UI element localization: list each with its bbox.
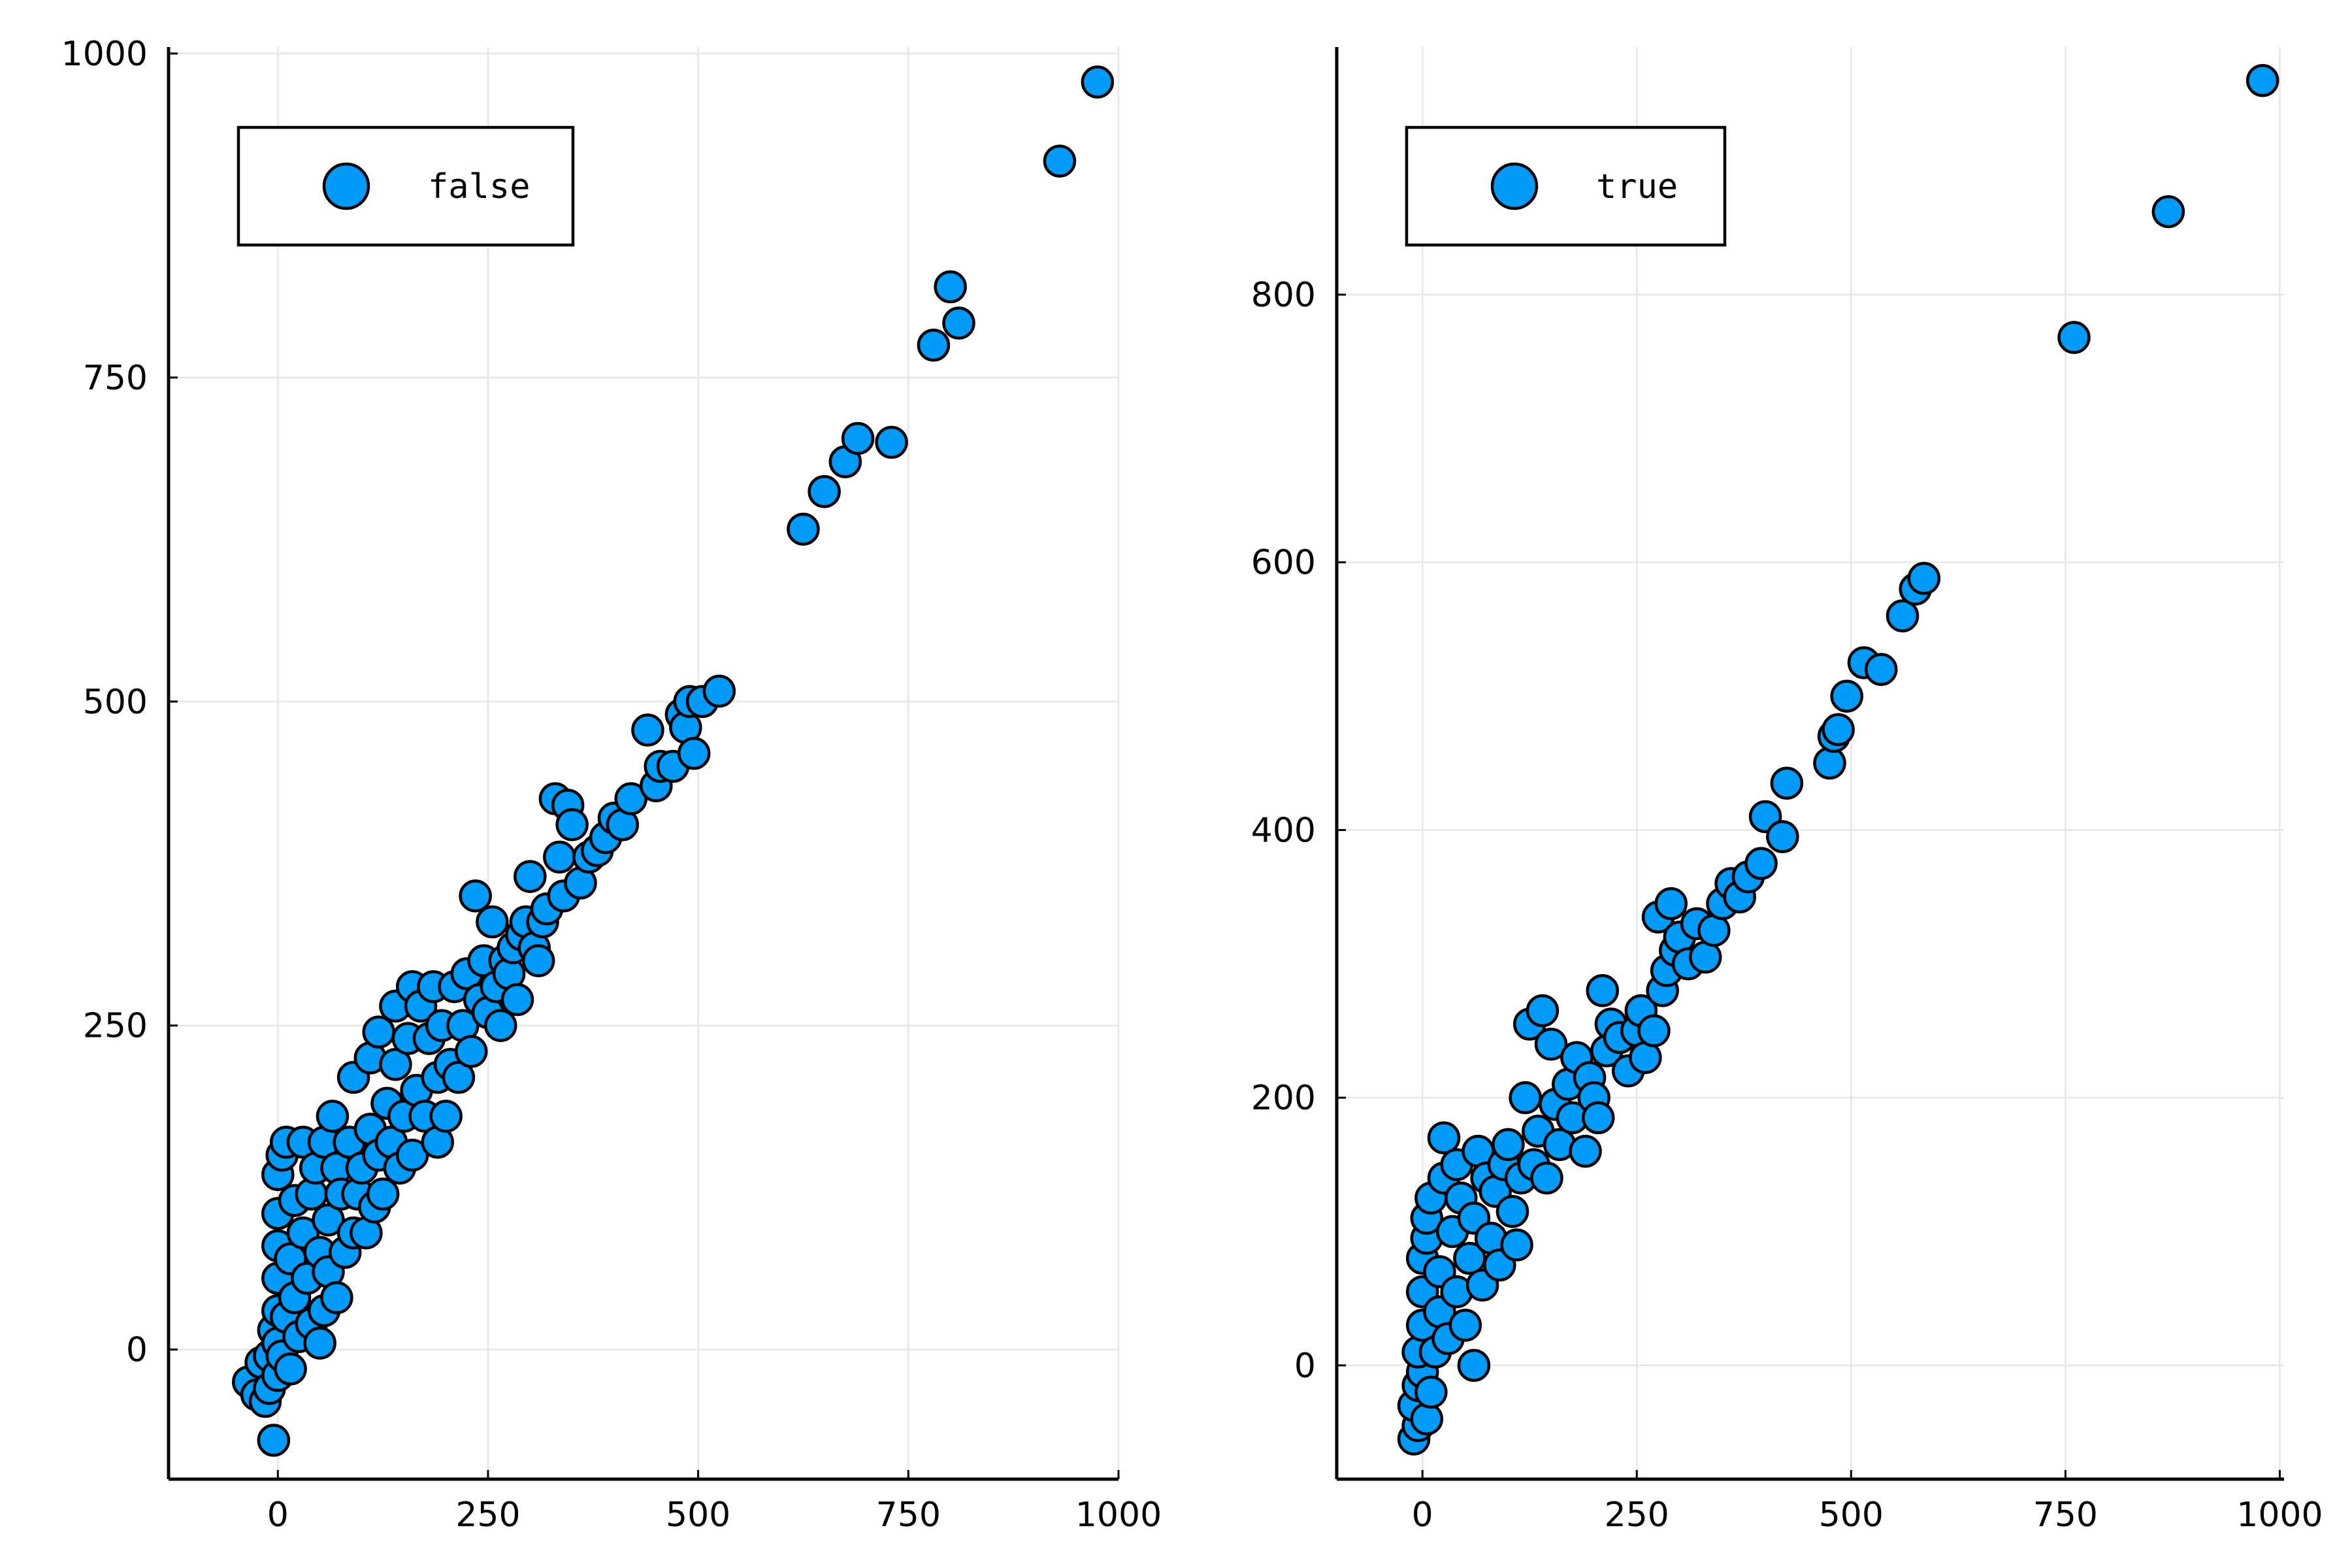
data-point — [543, 840, 576, 874]
data-point — [442, 1060, 476, 1094]
data-point — [1043, 144, 1077, 178]
data-point — [1569, 1134, 1602, 1168]
data-point — [1586, 974, 1620, 1007]
data-point — [1766, 820, 1799, 853]
data-point — [934, 270, 967, 304]
x-tick-label: 1000 — [2236, 1495, 2323, 1535]
data-point — [1744, 847, 1778, 880]
data-point — [1821, 713, 1855, 747]
data-point — [1414, 1375, 1448, 1409]
data-point — [500, 983, 534, 1017]
data-point — [2246, 63, 2279, 97]
legend-label: true — [1596, 167, 1678, 206]
data-point — [1530, 1161, 1563, 1195]
data-point — [787, 512, 820, 546]
data-point — [1770, 766, 1804, 800]
y-tick-label: 800 — [1251, 276, 1316, 315]
data-point — [1865, 653, 1898, 686]
data-point — [2057, 321, 2091, 354]
y-tick-label: 0 — [126, 1331, 148, 1370]
data-point — [316, 1100, 350, 1133]
data-point — [1448, 1309, 1482, 1342]
y-tick-label: 750 — [83, 359, 148, 398]
data-point — [808, 475, 841, 508]
data-point — [514, 860, 547, 893]
data-point — [459, 879, 492, 913]
data-point — [274, 1352, 307, 1386]
data-point — [1526, 994, 1560, 1028]
legend-marker — [322, 162, 370, 210]
data-point — [366, 1177, 400, 1211]
scatter-panel-true: 0 250 500 750 1000 0 200 400 600 800 true — [1251, 47, 2323, 1535]
data-point — [555, 808, 589, 841]
data-point — [631, 713, 664, 747]
x-tick-label: 1000 — [1075, 1495, 1162, 1535]
data-point — [1886, 599, 1919, 632]
data-point — [1081, 65, 1115, 99]
y-tick-label: 250 — [83, 1007, 148, 1046]
data-point — [1534, 1027, 1568, 1061]
data-point — [1637, 1014, 1671, 1047]
data-point — [1500, 1228, 1533, 1262]
data-point — [1907, 562, 1941, 595]
y-tick-label: 500 — [83, 683, 148, 722]
data-point — [379, 1047, 412, 1081]
data-point — [1457, 1348, 1491, 1382]
x-tick-label: 750 — [876, 1495, 941, 1535]
data-point — [521, 944, 555, 977]
x-tick-label: 250 — [455, 1495, 520, 1535]
legend-box — [237, 125, 575, 247]
data-point — [841, 421, 875, 455]
y-tick-label: 200 — [1251, 1079, 1316, 1118]
x-tick-label: 0 — [267, 1495, 289, 1535]
data-point — [1509, 1081, 1542, 1115]
data-point — [362, 1015, 395, 1049]
data-point — [942, 306, 975, 340]
data-point — [257, 1424, 291, 1457]
y-tick-label: 0 — [1294, 1347, 1316, 1386]
data-point — [484, 1009, 517, 1042]
data-point — [476, 905, 509, 939]
data-point — [1492, 1128, 1525, 1162]
y-tick-label: 600 — [1251, 544, 1316, 583]
y-tick-label: 400 — [1251, 811, 1316, 850]
data-point — [1813, 746, 1846, 780]
x-tick-label: 250 — [1605, 1495, 1669, 1535]
data-point — [677, 736, 711, 770]
data-point — [1581, 1101, 1615, 1135]
x-tick-label: 500 — [1819, 1495, 1884, 1535]
legend-box — [1405, 125, 1727, 247]
x-tick-label: 0 — [1412, 1495, 1433, 1535]
data-point — [320, 1281, 353, 1315]
data-point — [875, 425, 908, 459]
scatter-panel-false: 0 250 500 750 1000 0 250 500 750 1000 false — [61, 35, 1162, 1535]
data-point — [917, 329, 951, 362]
data-point — [1654, 887, 1688, 921]
x-tick-label: 500 — [666, 1495, 730, 1535]
data-point — [1410, 1402, 1444, 1436]
y-tick-label: 1000 — [61, 35, 148, 74]
x-tick-label: 750 — [2033, 1495, 2098, 1535]
data-point — [429, 1100, 463, 1133]
data-point — [1495, 1195, 1529, 1228]
legend-label: false — [428, 167, 531, 206]
data-point — [303, 1326, 336, 1360]
data-point — [454, 1035, 488, 1068]
data-point — [1427, 1121, 1461, 1154]
data-point — [2151, 195, 2185, 229]
data-point — [1830, 679, 1864, 713]
data-point — [702, 674, 736, 708]
legend-marker — [1490, 162, 1539, 210]
